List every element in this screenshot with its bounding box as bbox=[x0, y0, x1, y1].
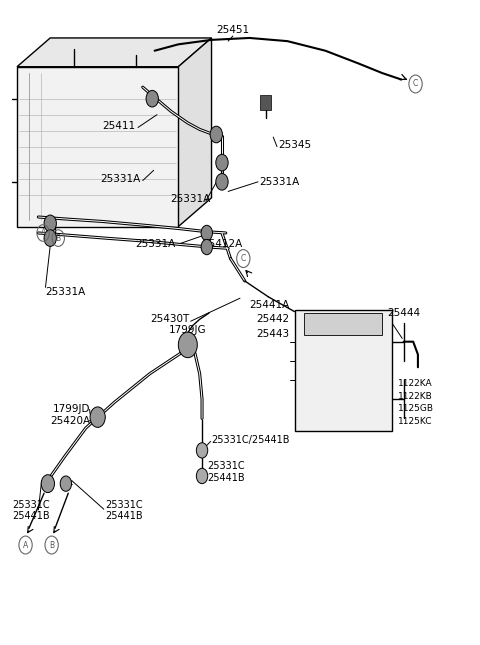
Text: 25442: 25442 bbox=[257, 314, 290, 324]
Circle shape bbox=[60, 476, 72, 491]
Text: 25331A: 25331A bbox=[136, 239, 176, 250]
Text: B: B bbox=[56, 233, 61, 243]
Text: 25420A: 25420A bbox=[50, 416, 91, 426]
Bar bbox=[261, 95, 271, 110]
Text: 25331A: 25331A bbox=[46, 287, 86, 297]
Circle shape bbox=[216, 154, 228, 171]
Text: 25412A: 25412A bbox=[202, 239, 242, 250]
Circle shape bbox=[179, 332, 197, 358]
Text: C: C bbox=[240, 254, 246, 263]
Circle shape bbox=[41, 475, 55, 493]
Text: 25345: 25345 bbox=[278, 140, 311, 150]
Circle shape bbox=[44, 215, 56, 232]
Text: 25331C: 25331C bbox=[208, 461, 245, 471]
Circle shape bbox=[201, 225, 213, 241]
Text: 25331A: 25331A bbox=[170, 194, 210, 204]
Polygon shape bbox=[17, 38, 212, 66]
Circle shape bbox=[146, 90, 158, 107]
Text: A: A bbox=[23, 541, 28, 550]
Text: C: C bbox=[413, 79, 418, 88]
Circle shape bbox=[216, 174, 228, 190]
Text: 25441B: 25441B bbox=[12, 511, 50, 521]
Text: 1125KC: 1125KC bbox=[398, 417, 432, 426]
Text: 25430T: 25430T bbox=[150, 314, 189, 324]
Circle shape bbox=[201, 239, 213, 255]
Text: 25441B: 25441B bbox=[208, 473, 245, 483]
Circle shape bbox=[196, 468, 208, 484]
Bar bbox=[295, 310, 392, 432]
Text: 25451: 25451 bbox=[216, 25, 250, 35]
Text: 25411: 25411 bbox=[103, 121, 136, 130]
Text: 1799JG: 1799JG bbox=[169, 325, 206, 335]
Text: 1122KB: 1122KB bbox=[398, 392, 433, 401]
Text: A: A bbox=[40, 228, 46, 237]
Polygon shape bbox=[17, 66, 179, 226]
Bar bbox=[304, 313, 383, 335]
Text: 25443: 25443 bbox=[257, 329, 290, 339]
Text: 25331C/25441B: 25331C/25441B bbox=[212, 435, 290, 444]
Text: 25441A: 25441A bbox=[250, 300, 290, 310]
Text: 1122KA: 1122KA bbox=[398, 379, 432, 388]
Text: 25331C: 25331C bbox=[12, 500, 50, 510]
Circle shape bbox=[196, 442, 208, 458]
Polygon shape bbox=[179, 38, 212, 226]
Text: 25444: 25444 bbox=[387, 308, 420, 318]
Text: 25331A: 25331A bbox=[259, 177, 299, 187]
Text: B: B bbox=[49, 541, 54, 550]
Text: 25331A: 25331A bbox=[100, 174, 140, 184]
Circle shape bbox=[210, 126, 222, 143]
Text: 1799JD: 1799JD bbox=[53, 404, 91, 415]
Circle shape bbox=[90, 407, 105, 428]
Text: 25331C: 25331C bbox=[105, 500, 143, 510]
Text: 25441B: 25441B bbox=[105, 511, 143, 521]
Text: 1125GB: 1125GB bbox=[398, 404, 434, 413]
Circle shape bbox=[44, 230, 56, 246]
